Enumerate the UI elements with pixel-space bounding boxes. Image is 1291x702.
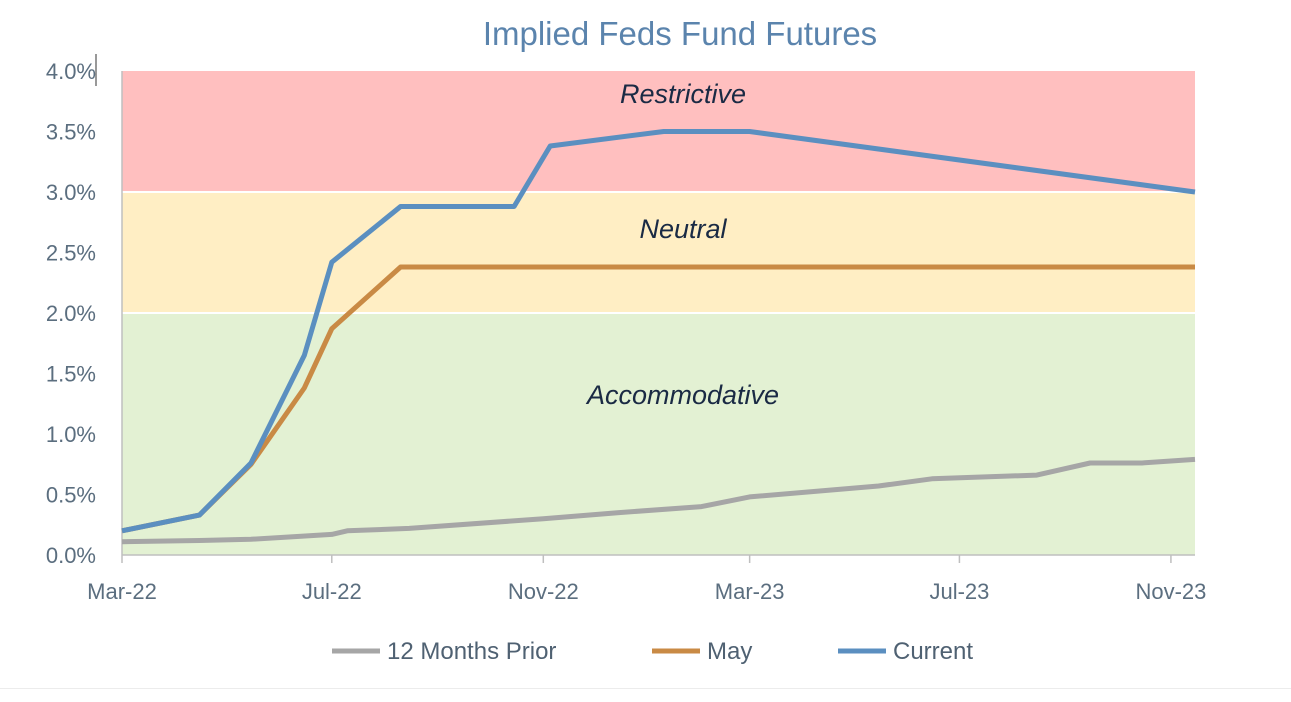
x-tick-label: Mar-22: [87, 579, 157, 604]
zone-bands: [122, 71, 1195, 555]
series-lines: [121, 129, 1196, 545]
x-tick-label: Mar-23: [715, 579, 785, 604]
x-tick-label: Nov-22: [508, 579, 579, 604]
x-tick-label: Jul-22: [302, 579, 362, 604]
zone-label-neutral: Neutral: [639, 214, 727, 244]
legend-label-12-months-prior: 12 Months Prior: [387, 638, 556, 665]
zone-accommodative: [122, 313, 1195, 555]
zone-labels: Restrictive Neutral Accommodative: [585, 79, 779, 410]
legend: 12 Months Prior May Current: [332, 638, 973, 665]
series-line-current: [121, 129, 1196, 534]
y-tick-label: 3.0%: [46, 180, 96, 205]
zone-label-accommodative: Accommodative: [585, 380, 779, 410]
x-tick-label: Jul-23: [929, 579, 989, 604]
x-axis-ticks: Mar-22 Jul-22 Nov-22 Mar-23 Jul-23 Nov-23: [87, 555, 1206, 604]
footer-divider: [0, 688, 1291, 689]
y-tick-label: 1.5%: [46, 362, 96, 387]
zone-neutral: [122, 192, 1195, 313]
y-tick-label: 2.0%: [46, 301, 96, 326]
y-tick-label: 1.0%: [46, 422, 96, 447]
y-tick-label: 2.5%: [46, 241, 96, 266]
legend-label-current: Current: [893, 638, 973, 665]
y-tick-label: 0.0%: [46, 543, 96, 568]
x-tick-label: Nov-23: [1135, 579, 1206, 604]
chart-title: Implied Feds Fund Futures: [483, 15, 877, 52]
y-tick-label: 4.0%: [46, 59, 96, 84]
axes: [95, 54, 1195, 556]
y-tick-label: 0.5%: [46, 483, 96, 508]
zone-label-restrictive: Restrictive: [620, 79, 746, 109]
y-tick-label: 3.5%: [46, 120, 96, 145]
series-line-12-months-prior: [121, 456, 1196, 545]
y-axis-ticks: 0.0% 0.5% 1.0% 1.5% 2.0% 2.5% 3.0% 3.5% 4.0%: [46, 59, 96, 568]
legend-label-may: May: [707, 638, 752, 665]
